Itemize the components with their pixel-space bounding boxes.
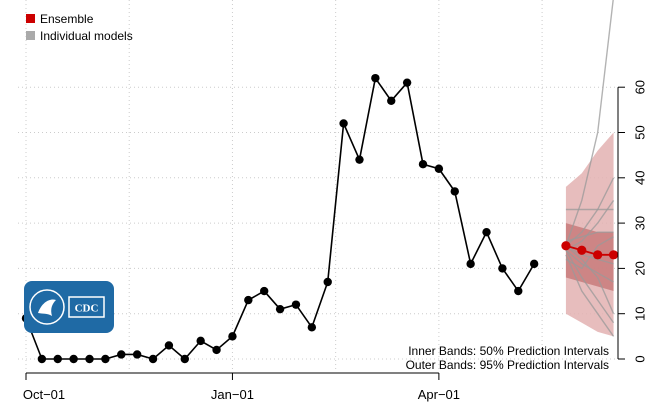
ensemble-line — [565, 244, 614, 256]
observed-point — [307, 323, 317, 332]
y-tick-label: 0 — [633, 355, 648, 362]
observed-point — [371, 73, 380, 83]
observed-point — [498, 264, 507, 273]
observed-point — [37, 354, 47, 364]
observed-point — [148, 354, 158, 364]
observed-point — [482, 227, 491, 237]
observed-point — [228, 332, 237, 341]
observed-point — [450, 187, 459, 196]
observed-point — [260, 286, 269, 296]
individual-model-line — [565, 249, 614, 283]
note-inner-bands: Inner Bands: 50% Prediction Intervals — [408, 344, 609, 358]
legend: Ensemble Individual models — [26, 12, 133, 43]
legend-swatch-ensemble — [26, 14, 35, 23]
observed-point — [466, 259, 475, 269]
y-tick-label: 50 — [633, 125, 648, 139]
observed-point — [212, 345, 221, 355]
observed-point — [132, 350, 142, 359]
legend-label-individual-models: Individual models — [40, 29, 133, 43]
legend-label-ensemble: Ensemble — [40, 12, 94, 26]
observed-point — [180, 354, 189, 364]
y-tick-label: 20 — [633, 261, 648, 275]
ensemble-point — [561, 241, 571, 251]
x-tick-label: Jan−01 — [211, 387, 254, 402]
observed-point — [164, 341, 174, 350]
observed-point — [244, 295, 253, 305]
x-tick-label: Apr−01 — [418, 387, 460, 402]
ensemble-series — [561, 241, 619, 260]
y-tick-label: 60 — [633, 80, 648, 94]
observed-series — [21, 73, 539, 364]
individual-model-line — [565, 249, 615, 324]
observed-point — [418, 160, 428, 169]
observed-point — [291, 300, 301, 309]
observed-point — [339, 119, 348, 128]
observed-point — [117, 350, 126, 359]
observed-point — [69, 354, 78, 364]
individual-model-line — [565, 200, 615, 251]
x-tick-label: Oct−01 — [23, 387, 65, 402]
observed-point — [85, 354, 94, 364]
individual-model-line — [565, 254, 615, 337]
eagle-icon — [38, 299, 56, 316]
observed-point — [402, 78, 412, 87]
observed-point — [53, 354, 62, 364]
individual-model-line — [565, 177, 615, 247]
observed-point — [434, 164, 444, 173]
grid — [18, 0, 618, 371]
y-tick-label: 40 — [633, 171, 648, 185]
cdc-logo-text: CDC — [75, 303, 99, 315]
y-tick-label: 10 — [633, 306, 648, 320]
legend-swatch-individual-models — [26, 31, 35, 40]
note-outer-bands: Outer Bands: 95% Prediction Intervals — [406, 358, 609, 372]
individual-model-lines — [565, 0, 615, 337]
hhs-seal-icon — [29, 289, 65, 325]
interval-notes: Inner Bands: 50% Prediction Intervals Ou… — [406, 344, 609, 372]
observed-point — [514, 286, 523, 296]
observed-point — [196, 336, 205, 346]
cdc-badge — [68, 296, 105, 318]
individual-model-line — [565, 0, 614, 246]
observed-point — [101, 354, 110, 364]
cdc-logo: CDC — [24, 281, 114, 333]
observed-point — [529, 259, 539, 269]
observed-point — [387, 96, 396, 105]
ensemble-point — [593, 250, 603, 260]
observed-point — [355, 155, 364, 164]
ensemble-point — [577, 245, 587, 255]
observed-point — [323, 277, 332, 287]
axes: Oct−01 Jan−01 Apr−01 0 10 20 30 40 50 60 — [23, 80, 648, 402]
ensemble-point — [608, 250, 619, 260]
y-tick-label: 30 — [633, 216, 648, 230]
observed-point — [275, 304, 285, 314]
